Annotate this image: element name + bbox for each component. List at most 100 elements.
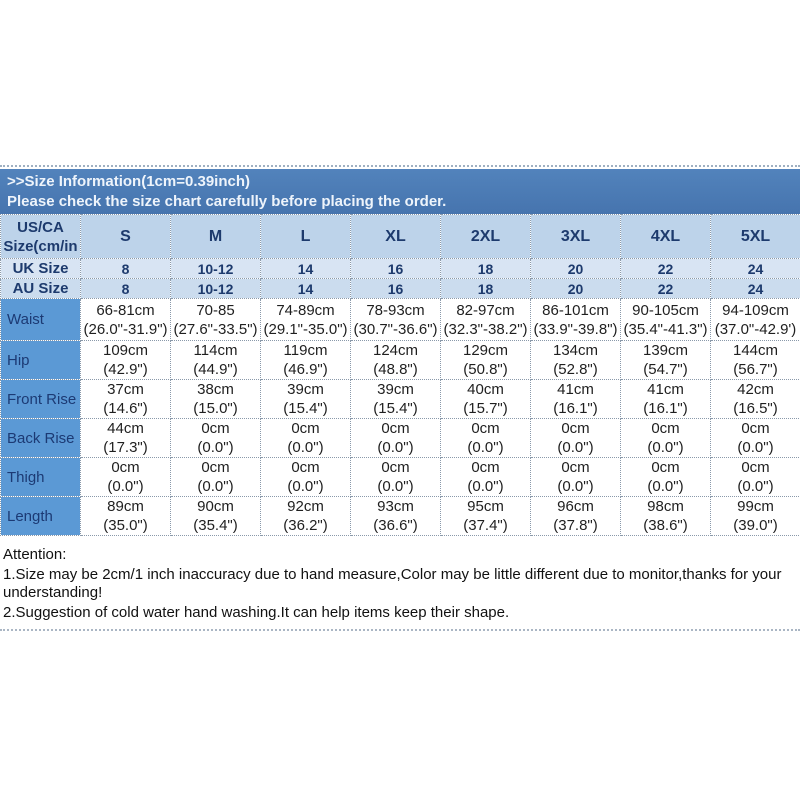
au-size-value: 8 [80,278,171,299]
cell-line-cm: 95cm [467,498,504,515]
au-size-row-label: AU Size [0,278,81,299]
bottom-divider [0,629,800,631]
cell-line-cm: 70-85 [196,301,235,319]
measurement-cell: 92cm (36.2") [260,496,351,536]
uk-size-value: 20 [530,258,621,279]
measurement-cell: 0cm (0.0") [170,418,261,458]
measurement-cell: 0cm (0.0") [350,418,441,458]
cell-line-inch: (0.0") [287,478,324,495]
cell-line-inch: (42.9") [103,361,148,378]
measurement-cell: 42cm (16.5") [710,379,800,419]
measurement-cell: 109cm (42.9") [80,340,171,380]
au-size-value: 14 [260,278,351,299]
cell-line-cm: 0cm [381,459,410,476]
measurement-cell: 44cm (17.3") [80,418,171,458]
uk-size-row-label: UK Size [0,258,81,279]
measurement-cell: 78-93cm (30.7"-36.6") [350,298,441,341]
banner-title: >>Size Information(1cm=0.39inch) [7,173,250,190]
cell-line-cm: 90-105cm [632,301,699,319]
measurement-cell: 93cm (36.6") [350,496,441,536]
cell-line-inch: (44.9") [193,361,238,378]
measurement-cell: 94-109cm (37.0"-42.9') [710,298,800,341]
cell-line-inch: (0.0") [377,478,414,495]
top-divider [0,165,800,167]
cell-line-cm: 39cm [377,381,414,398]
measurement-row-label: Waist [0,298,81,341]
cell-line-cm: 90cm [197,498,234,515]
size-table-header-row: US/CA Size(cm/in S M L XL 2XL 3XL 4XL 5XL [0,214,800,259]
measurement-row-label: Length [0,496,81,536]
cell-line-inch: (0.0") [737,478,774,495]
measurement-cell: 139cm (54.7") [620,340,711,380]
banner-subtitle: Please check the size chart carefully be… [7,193,447,210]
cell-line-cm: 82-97cm [456,301,515,319]
measurement-cell: 90-105cm (35.4"-41.3") [620,298,711,341]
corner-label-line1: US/CA [17,218,64,236]
cell-line-cm: 41cm [647,381,684,398]
cell-line-cm: 0cm [741,420,770,437]
corner-label-line2: Size(cm/in [3,237,78,255]
measurement-row-thigh: Thigh 0cm (0.0") 0cm (0.0") 0cm (0.0") 0cm (0.0"… [0,457,800,497]
cell-line-inch: (16.5") [733,400,778,417]
measurement-row-label: Thigh [0,457,81,497]
attention-note-2: 2.Suggestion of cold water hand washing.… [3,604,510,621]
measurement-cell: 41cm (16.1") [620,379,711,419]
cell-line-cm: 119cm [283,342,328,359]
measurement-cell: 0cm (0.0") [710,418,800,458]
cell-line-cm: 0cm [201,420,230,437]
cell-line-cm: 42cm [737,381,774,398]
cell-line-cm: 0cm [561,420,590,437]
cell-line-inch: (0.0") [737,439,774,456]
cell-line-inch: (0.0") [197,478,234,495]
cell-line-cm: 114cm [193,342,238,359]
cell-line-inch: (15.4") [283,400,328,417]
cell-line-inch: (32.3"-38.2") [443,320,528,338]
cell-line-inch: (30.7"-36.6") [353,320,438,338]
cell-line-cm: 40cm [467,381,504,398]
measurement-cell: 99cm (39.0") [710,496,800,536]
size-column-header-l: L [260,214,351,259]
au-size-row: AU Size 8 10-12 14 16 18 20 22 24 [0,278,800,299]
measurement-cell: 124cm (48.8") [350,340,441,380]
uk-size-value: 24 [710,258,800,279]
size-column-header-5xl: 5XL [710,214,800,259]
cell-line-inch: (38.6") [643,517,688,534]
cell-line-inch: (52.8") [553,361,598,378]
measurement-cell: 86-101cm (33.9"-39.8") [530,298,621,341]
cell-line-inch: (14.6") [103,400,148,417]
cell-line-inch: (36.6") [373,517,418,534]
corner-header-us-ca-size: US/CA Size(cm/in [0,214,81,259]
cell-line-inch: (39.0") [733,517,778,534]
measurement-cell: 0cm (0.0") [620,418,711,458]
size-info-banner: >>Size Information(1cm=0.39inch) Please … [0,169,800,214]
au-size-value: 18 [440,278,531,299]
cell-line-cm: 99cm [737,498,774,515]
cell-line-cm: 0cm [741,459,770,476]
size-column-header-m: M [170,214,261,259]
cell-line-cm: 92cm [287,498,324,515]
cell-line-cm: 86-101cm [542,301,609,319]
measurement-row-label: Hip [0,340,81,380]
measurement-row-front-rise: Front Rise 37cm (14.6") 38cm (15.0") 39cm (15.… [0,379,800,419]
cell-line-cm: 96cm [557,498,594,515]
top-whitespace [0,0,800,165]
cell-line-inch: (16.1") [553,400,598,417]
cell-line-inch: (0.0") [197,439,234,456]
cell-line-inch: (0.0") [377,439,414,456]
cell-line-cm: 0cm [381,420,410,437]
measurement-cell: 39cm (15.4") [350,379,441,419]
measurement-cell: 39cm (15.4") [260,379,351,419]
cell-line-cm: 0cm [651,420,680,437]
cell-line-cm: 37cm [107,381,144,398]
measurement-cell: 95cm (37.4") [440,496,531,536]
measurement-cell: 40cm (15.7") [440,379,531,419]
measurement-cell: 0cm (0.0") [170,457,261,497]
measurement-cell: 82-97cm (32.3"-38.2") [440,298,531,341]
cell-line-cm: 0cm [111,459,140,476]
cell-line-inch: (17.3") [103,439,148,456]
measurement-row-length: Length 89cm (35.0") 90cm (35.4") 92cm (36.2") 9… [0,496,800,536]
cell-line-cm: 41cm [557,381,594,398]
measurement-cell: 134cm (52.8") [530,340,621,380]
measurement-row-hip: Hip 109cm (42.9") 114cm (44.9") 119cm (46.9") 1… [0,340,800,380]
measurement-cell: 0cm (0.0") [260,457,351,497]
